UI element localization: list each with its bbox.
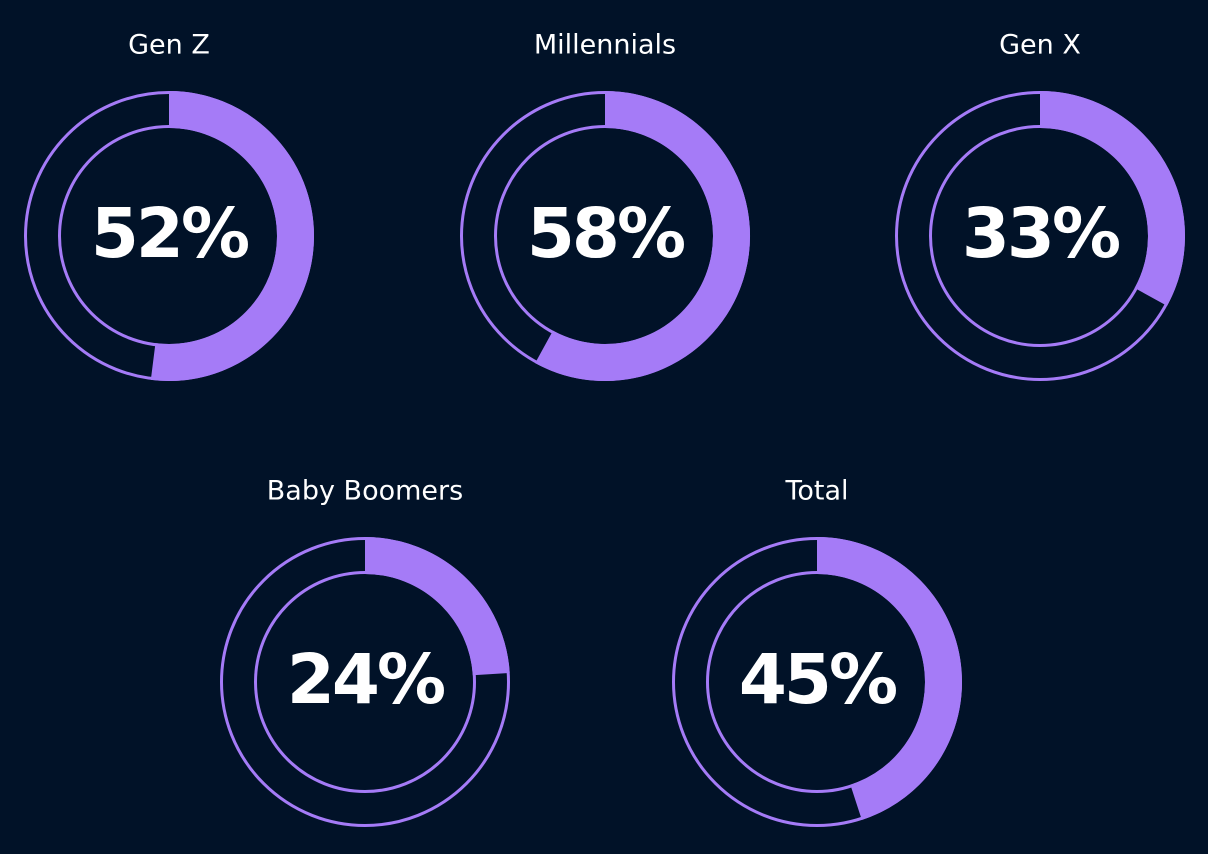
donut-value-arc — [150, 91, 314, 381]
donut-gen-x: Gen X 33% — [895, 30, 1185, 381]
donut-value-arc — [535, 91, 750, 381]
donut-value-label: 52% — [91, 194, 248, 274]
donut-value-label: 58% — [527, 194, 684, 274]
donut-category-label: Gen Z — [128, 30, 210, 61]
donut-value-label: 24% — [287, 640, 444, 720]
donut-category-label: Millennials — [534, 30, 676, 61]
donut-total: Total 45% — [672, 476, 962, 827]
donut-baby-boomers: Baby Boomers 24% — [220, 476, 510, 827]
donut-value-arc — [816, 537, 962, 820]
donut-category-label: Total — [784, 476, 848, 507]
donut-gen-z: Gen Z 52% — [24, 30, 314, 381]
donut-value-arc — [1039, 91, 1185, 306]
donut-value-label: 33% — [962, 194, 1119, 274]
donut-category-label: Gen X — [999, 30, 1081, 61]
donut-value-label: 45% — [739, 640, 896, 720]
donut-category-label: Baby Boomers — [267, 476, 463, 507]
donut-value-arc — [364, 537, 510, 676]
donut-millennials: Millennials 58% — [460, 30, 750, 381]
